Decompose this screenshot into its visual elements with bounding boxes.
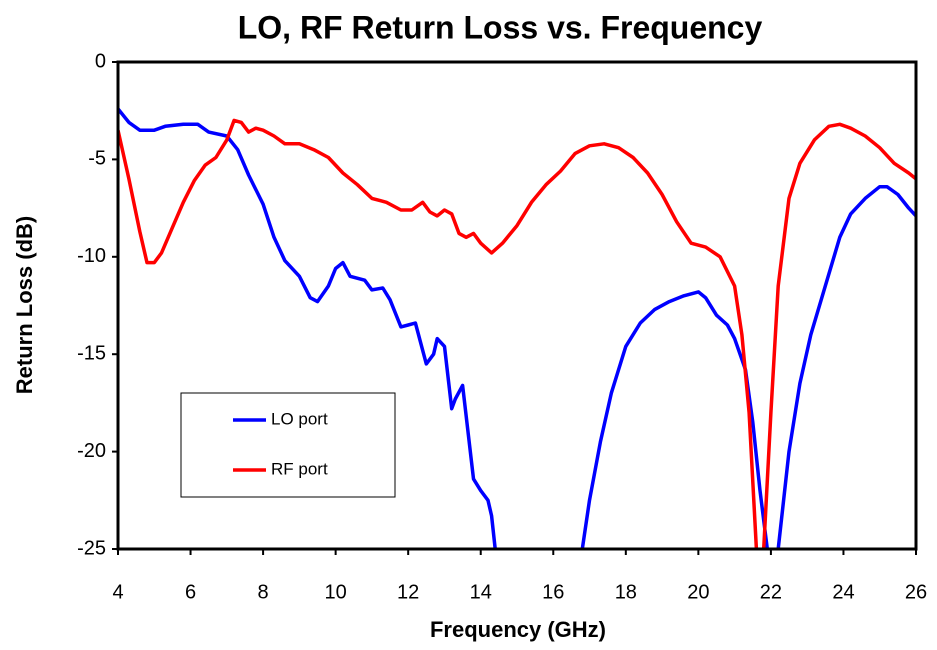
x-tick-label: 18 [615, 581, 637, 603]
chart-title: LO, RF Return Loss vs. Frequency [238, 9, 763, 45]
x-tick-label: 8 [258, 581, 269, 603]
y-tick-label: -5 [88, 148, 106, 170]
y-axis-label: Return Loss (dB) [12, 216, 37, 394]
plot-border [116, 60, 918, 551]
legend-label: LO port [271, 409, 328, 428]
x-tick-label: 24 [832, 581, 854, 603]
y-tick-label: 0 [95, 50, 106, 72]
x-tick-label: 20 [687, 581, 709, 603]
legend-label: RF port [271, 459, 328, 478]
x-tick-label: 26 [905, 581, 927, 603]
x-axis-label: Frequency (GHz) [430, 617, 606, 642]
y-tick-label: -10 [77, 245, 106, 267]
x-tick-label: 14 [470, 581, 492, 603]
x-tick-label: 4 [112, 581, 123, 603]
series-line [118, 118, 916, 549]
x-tick-label: 16 [542, 581, 564, 603]
x-tick-label: 10 [325, 581, 347, 603]
y-tick-label: -20 [77, 440, 106, 462]
x-tick-label: 22 [760, 581, 782, 603]
x-tick-label: 12 [397, 581, 419, 603]
y-tick-label: -25 [77, 537, 106, 559]
x-tick-label: 6 [185, 581, 196, 603]
y-tick-label: -15 [77, 342, 106, 364]
legend-box [180, 392, 396, 498]
